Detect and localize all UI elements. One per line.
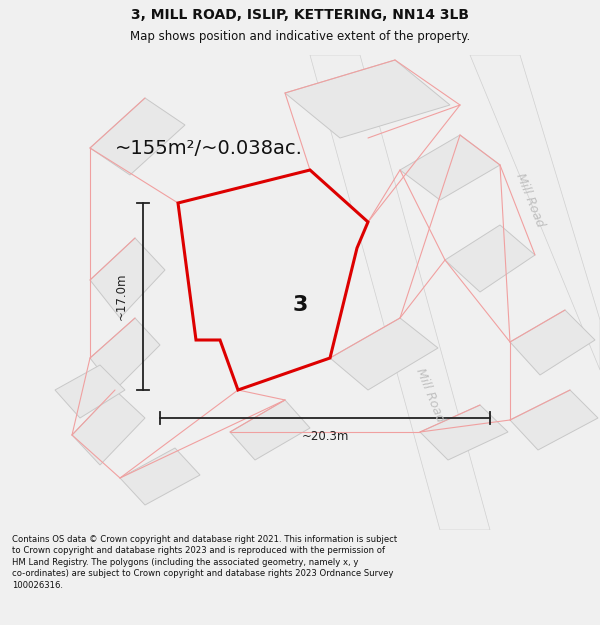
Polygon shape (72, 390, 145, 465)
Polygon shape (178, 170, 368, 390)
Polygon shape (90, 318, 160, 390)
Text: Contains OS data © Crown copyright and database right 2021. This information is : Contains OS data © Crown copyright and d… (12, 535, 397, 590)
Text: Mill Road: Mill Road (413, 366, 447, 424)
Text: 3: 3 (292, 295, 308, 315)
Polygon shape (510, 310, 595, 375)
Polygon shape (120, 448, 200, 505)
Polygon shape (420, 405, 508, 460)
Polygon shape (90, 98, 185, 175)
Text: Map shows position and indicative extent of the property.: Map shows position and indicative extent… (130, 30, 470, 43)
Polygon shape (285, 60, 450, 138)
Polygon shape (90, 238, 165, 318)
Text: ~20.3m: ~20.3m (301, 429, 349, 442)
Polygon shape (55, 365, 125, 418)
Text: ~17.0m: ~17.0m (115, 272, 128, 320)
Polygon shape (178, 170, 368, 390)
Polygon shape (230, 400, 310, 460)
Polygon shape (470, 55, 600, 370)
Text: Mill Road: Mill Road (513, 171, 547, 229)
Text: ~155m²/~0.038ac.: ~155m²/~0.038ac. (115, 139, 303, 158)
Text: 3, MILL ROAD, ISLIP, KETTERING, NN14 3LB: 3, MILL ROAD, ISLIP, KETTERING, NN14 3LB (131, 8, 469, 22)
Polygon shape (330, 318, 438, 390)
Polygon shape (310, 55, 490, 530)
Polygon shape (510, 390, 598, 450)
Polygon shape (445, 225, 535, 292)
Polygon shape (400, 135, 500, 200)
